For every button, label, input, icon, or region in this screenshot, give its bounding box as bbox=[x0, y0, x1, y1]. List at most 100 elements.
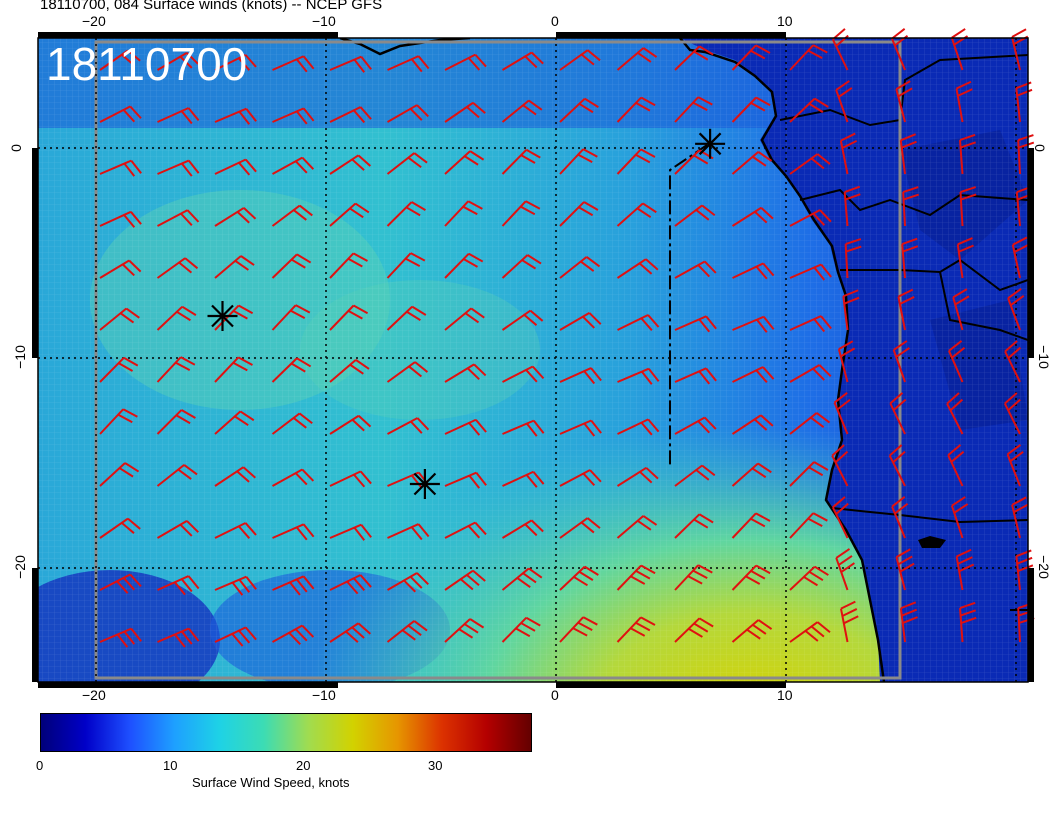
track-line bbox=[669, 144, 708, 465]
wind-barb bbox=[387, 523, 430, 541]
grid-overlay bbox=[38, 38, 1028, 682]
wind-barb bbox=[214, 53, 257, 71]
wind-barb bbox=[617, 367, 660, 385]
wind-barb bbox=[731, 414, 774, 435]
wind-barb bbox=[156, 305, 197, 331]
wind-barb bbox=[501, 616, 541, 643]
wind-barb bbox=[559, 97, 599, 123]
coastline-africa bbox=[679, 38, 886, 682]
wind-barb bbox=[99, 105, 142, 123]
wind-barb bbox=[950, 496, 969, 539]
wind-barb bbox=[674, 204, 716, 227]
wind-barb bbox=[789, 364, 832, 383]
wind-barb bbox=[732, 366, 775, 383]
wind-barb bbox=[899, 601, 918, 643]
top-lon-tick-1: −20 bbox=[82, 13, 106, 29]
wind-barb bbox=[444, 618, 485, 643]
wind-barb bbox=[271, 253, 312, 279]
wind-barb bbox=[559, 469, 602, 487]
wind-barb bbox=[888, 444, 906, 487]
wind-barb bbox=[959, 601, 977, 643]
bottom-lon-tick-2: −10 bbox=[312, 687, 336, 703]
wind-barb bbox=[157, 209, 200, 227]
wind-barb bbox=[444, 200, 483, 227]
wind-barb bbox=[501, 200, 541, 227]
wind-barb bbox=[329, 252, 368, 279]
wind-barb bbox=[1006, 444, 1024, 487]
wind-barb bbox=[616, 47, 658, 71]
wind-barb bbox=[444, 307, 485, 331]
wind-barb bbox=[272, 575, 315, 596]
wind-barb bbox=[387, 417, 430, 435]
wind-barb bbox=[559, 312, 602, 331]
wind-barb bbox=[732, 262, 775, 280]
wind-barb bbox=[616, 148, 656, 175]
lake bbox=[918, 536, 946, 548]
wind-barb bbox=[559, 49, 601, 71]
wind-barb bbox=[956, 237, 974, 279]
wind-barb bbox=[99, 307, 140, 331]
wind-barb bbox=[444, 53, 487, 71]
wind-barb bbox=[901, 237, 919, 279]
wind-barb bbox=[99, 517, 141, 539]
wind-barb bbox=[444, 150, 485, 175]
wind-barb bbox=[731, 206, 774, 227]
map-frame bbox=[32, 32, 1034, 688]
wind-barb bbox=[616, 466, 659, 487]
wind-barb bbox=[616, 96, 656, 123]
wind-barb bbox=[386, 252, 426, 279]
wind-barb bbox=[157, 107, 200, 125]
wind-barb bbox=[617, 418, 660, 436]
wind-barb bbox=[501, 309, 544, 331]
wind-barb bbox=[272, 107, 315, 125]
wind-barb bbox=[844, 238, 862, 279]
wind-barb bbox=[214, 207, 257, 227]
wind-barb bbox=[444, 569, 486, 591]
wind-barb bbox=[617, 314, 660, 331]
wind-barb bbox=[329, 202, 370, 227]
bottom-lon-tick-4: 10 bbox=[777, 687, 793, 703]
wind-map bbox=[32, 28, 1035, 688]
wind-barb bbox=[99, 210, 142, 228]
wind-barb bbox=[789, 209, 832, 227]
wind-barb bbox=[789, 461, 829, 487]
wind-barb bbox=[731, 619, 773, 643]
wind-barb bbox=[731, 512, 771, 539]
wind-barb bbox=[789, 621, 831, 643]
wind-barb bbox=[955, 548, 975, 591]
wind-barb bbox=[156, 51, 199, 71]
wind-barb bbox=[214, 626, 257, 647]
wind-barb bbox=[329, 106, 372, 124]
wind-barb bbox=[156, 409, 196, 435]
wind-barb bbox=[444, 471, 487, 489]
wind-barb bbox=[502, 419, 545, 437]
wind-barb bbox=[501, 519, 544, 539]
wind-barb bbox=[157, 159, 200, 177]
wind-barb bbox=[99, 259, 142, 279]
wind-barbs bbox=[99, 28, 1035, 648]
right-lat-tick-1: 0 bbox=[1031, 144, 1048, 152]
wind-barb bbox=[559, 565, 599, 591]
wind-barb bbox=[387, 55, 430, 73]
wind-barb bbox=[559, 616, 598, 643]
wind-barb bbox=[731, 44, 771, 71]
wind-barb bbox=[1011, 496, 1029, 539]
wind-barb bbox=[271, 204, 313, 227]
wind-barb bbox=[329, 154, 372, 175]
wind-barb bbox=[329, 304, 369, 331]
wind-barb bbox=[895, 80, 913, 123]
wind-barb bbox=[616, 564, 656, 591]
wind-barb bbox=[789, 153, 831, 175]
wind-barb bbox=[214, 158, 257, 176]
wind-barb bbox=[959, 186, 977, 227]
wind-barb bbox=[156, 356, 196, 383]
wind-barb bbox=[501, 51, 544, 71]
wind-barb bbox=[444, 418, 487, 436]
wind-barb bbox=[329, 414, 372, 435]
top-lon-tick-2: −10 bbox=[312, 13, 336, 29]
wind-barb bbox=[831, 444, 849, 487]
wind-barb bbox=[616, 202, 657, 227]
wind-barb bbox=[1003, 392, 1021, 435]
wind-barb bbox=[674, 315, 717, 333]
wind-barb bbox=[731, 96, 771, 123]
